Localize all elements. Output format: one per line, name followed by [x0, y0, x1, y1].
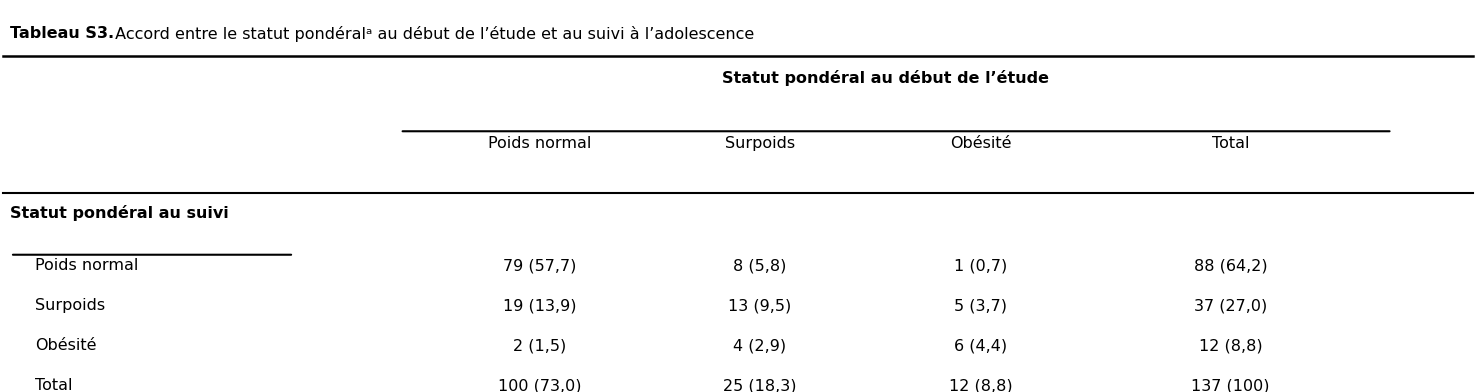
- Text: 100 (73,0): 100 (73,0): [497, 378, 582, 392]
- Text: 4 (2,9): 4 (2,9): [734, 338, 787, 353]
- Text: 88 (64,2): 88 (64,2): [1194, 258, 1268, 273]
- Text: 8 (5,8): 8 (5,8): [734, 258, 787, 273]
- Text: 6 (4,4): 6 (4,4): [953, 338, 1007, 353]
- Text: 19 (13,9): 19 (13,9): [503, 298, 576, 313]
- Text: Obésité: Obésité: [35, 338, 96, 353]
- Text: Surpoids: Surpoids: [725, 136, 796, 151]
- Text: Surpoids: Surpoids: [35, 298, 105, 313]
- Text: 37 (27,0): 37 (27,0): [1194, 298, 1268, 313]
- Text: Total: Total: [1212, 136, 1249, 151]
- Text: Poids normal: Poids normal: [35, 258, 139, 273]
- Text: Poids normal: Poids normal: [487, 136, 592, 151]
- Text: 137 (100): 137 (100): [1191, 378, 1269, 392]
- Text: Total: Total: [35, 378, 72, 392]
- Text: 13 (9,5): 13 (9,5): [729, 298, 791, 313]
- Text: 2 (1,5): 2 (1,5): [512, 338, 567, 353]
- Text: 1 (0,7): 1 (0,7): [953, 258, 1007, 273]
- Text: 25 (18,3): 25 (18,3): [723, 378, 797, 392]
- Text: 12 (8,8): 12 (8,8): [1199, 338, 1262, 353]
- Text: Statut pondéral au début de l’étude: Statut pondéral au début de l’étude: [722, 69, 1048, 85]
- Text: Statut pondéral au suivi: Statut pondéral au suivi: [10, 205, 229, 221]
- Text: 12 (8,8): 12 (8,8): [949, 378, 1013, 392]
- Text: Tableau S3.: Tableau S3.: [10, 26, 114, 41]
- Text: 5 (3,7): 5 (3,7): [953, 298, 1007, 313]
- Text: Accord entre le statut pondéralᵃ au début de l’étude et au suivi à l’adolescence: Accord entre le statut pondéralᵃ au débu…: [111, 26, 754, 42]
- Text: Obésité: Obésité: [951, 136, 1011, 151]
- Text: 79 (57,7): 79 (57,7): [503, 258, 576, 273]
